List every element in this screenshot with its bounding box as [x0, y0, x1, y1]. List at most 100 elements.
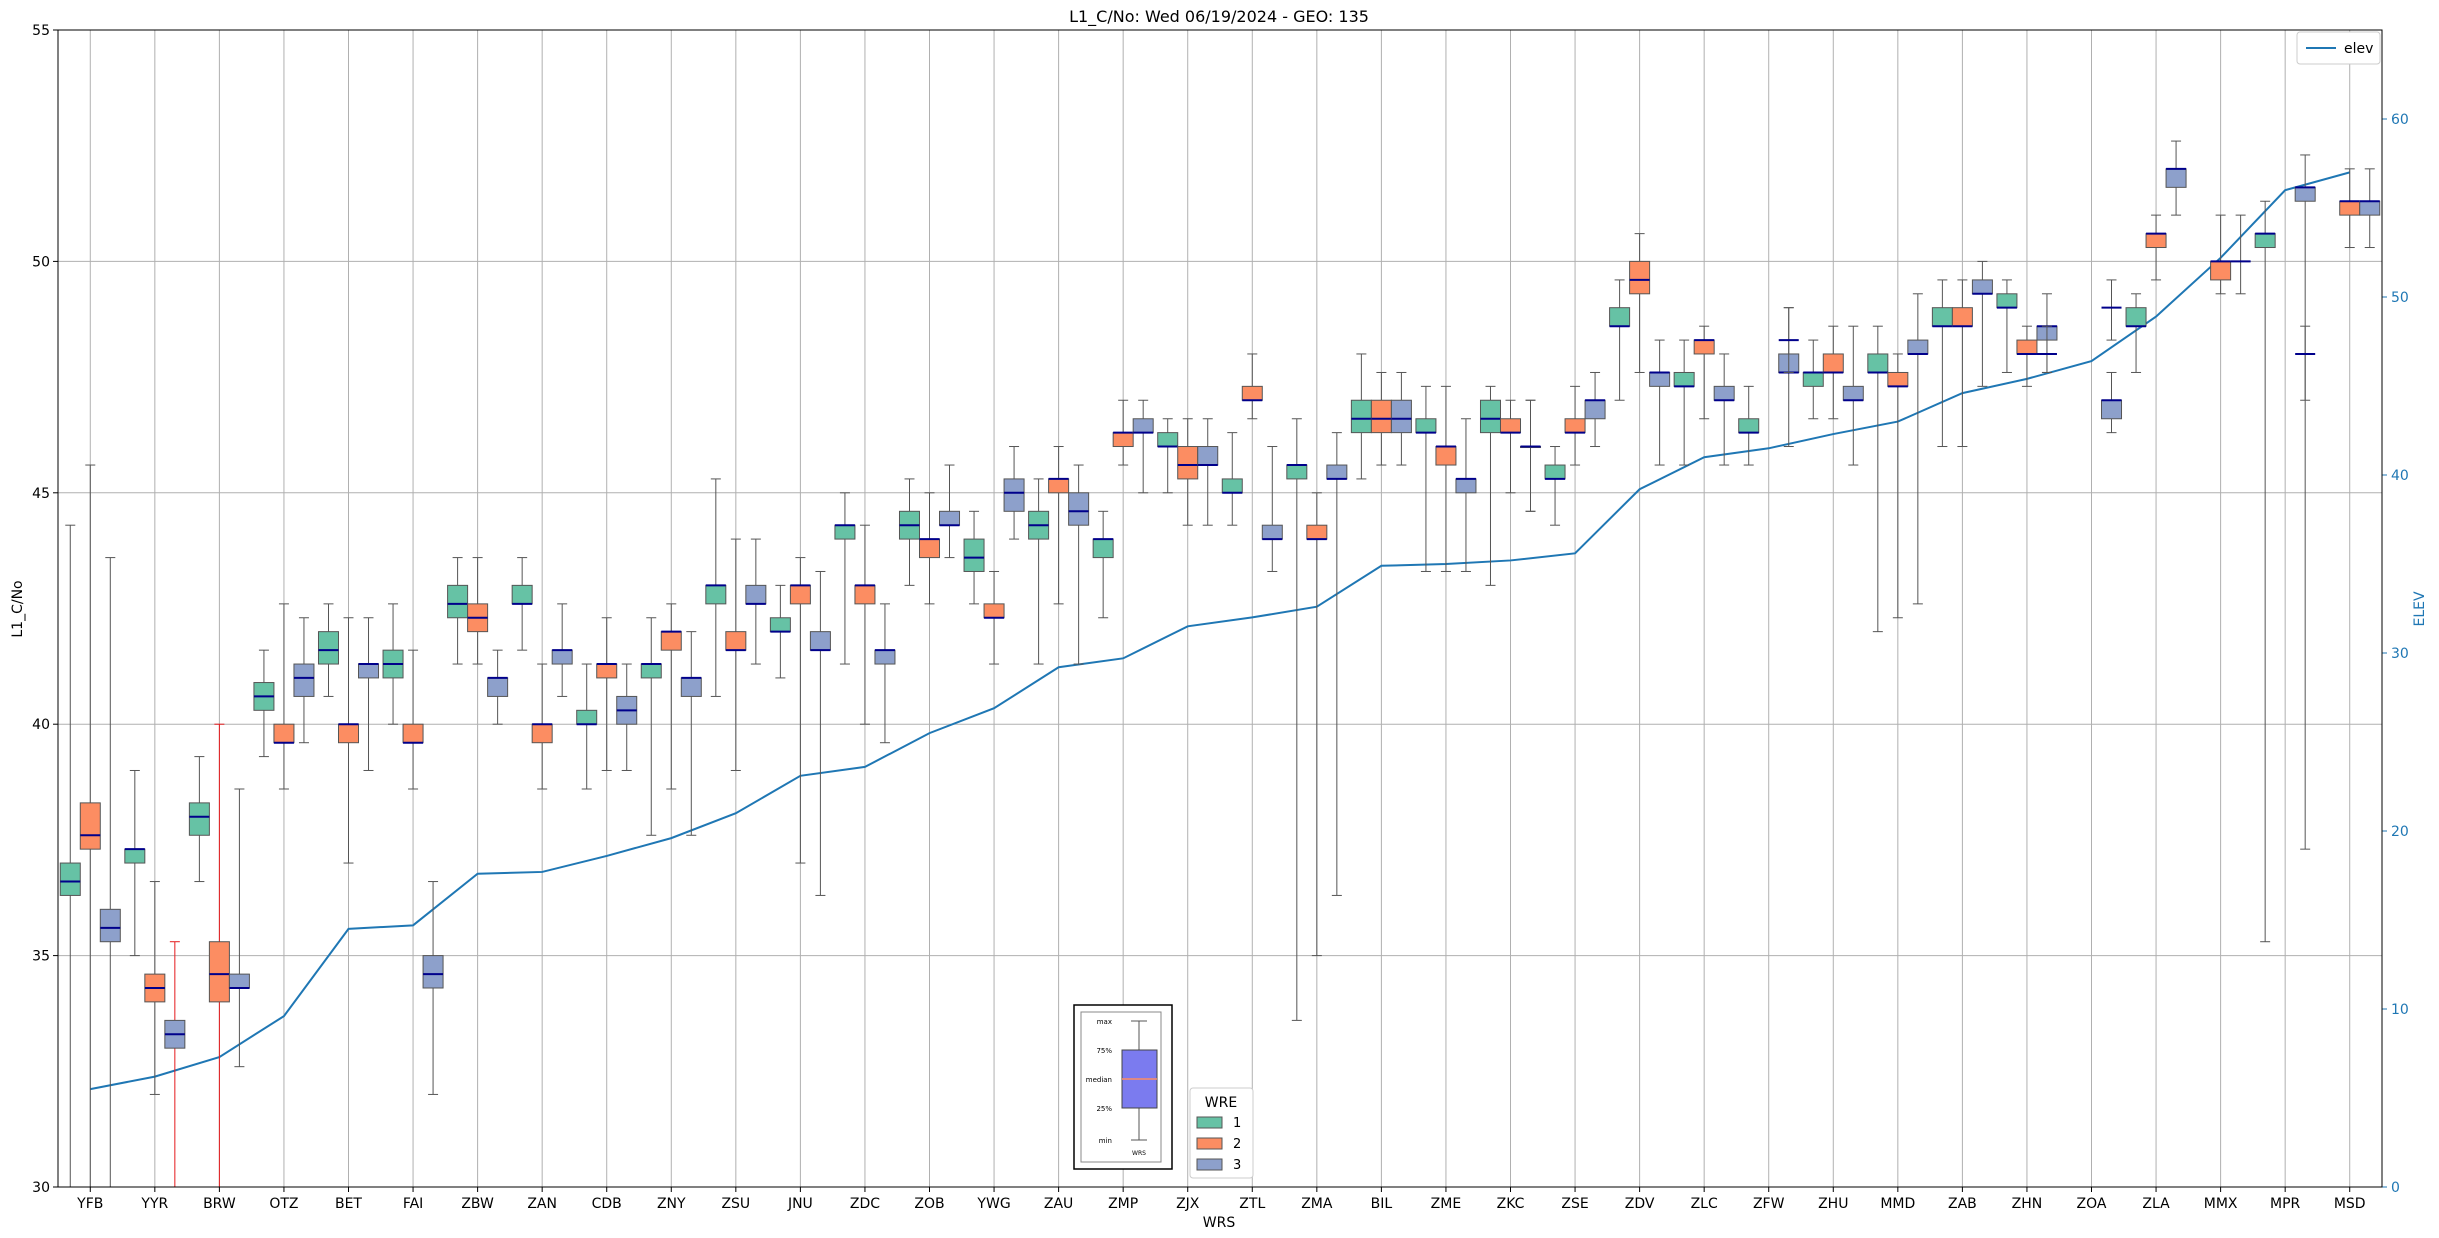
- box-body: [124, 848, 146, 864]
- x-tick-label: ZAU: [1044, 1196, 1073, 1212]
- box-wre-1-FAI: [382, 603, 404, 725]
- box-body: [188, 802, 210, 836]
- x-tick-label: MMD: [1880, 1196, 1915, 1212]
- box-wre-3-ZOA: [2101, 371, 2123, 434]
- box-wre-3-ZAU: [1068, 464, 1090, 665]
- x-tick-label: ZDV: [1625, 1196, 1655, 1212]
- x-tick-label: ZNY: [657, 1196, 686, 1212]
- box-wre-2-ZHN: [2016, 325, 2038, 387]
- box-wre-2-ZDV: [1629, 233, 1651, 373]
- box-wre-3-ZLA: [2165, 140, 2187, 216]
- x-tick-label: MPR: [2270, 1196, 2301, 1212]
- box-wre-3-MPR: [2294, 154, 2316, 850]
- box-body: [79, 802, 101, 850]
- box-wre-1-ZKC: [1479, 385, 1501, 586]
- wre-legend-swatch-2: [1196, 1137, 1223, 1150]
- box-wre-3-ZBW: [487, 649, 509, 725]
- box-body: [1609, 307, 1631, 327]
- x-tick-label: MMX: [2204, 1196, 2238, 1212]
- x-tick-label: BRW: [203, 1196, 236, 1212]
- box-body: [358, 663, 380, 679]
- box-body: [1286, 464, 1308, 480]
- box-body: [1584, 399, 1606, 420]
- box-wre-2-YFB: [79, 464, 101, 1188]
- box-wre-3-ZDC: [874, 603, 896, 744]
- box-body: [1971, 279, 1993, 295]
- box-wre-3-ZSE: [1584, 371, 1606, 448]
- box-body: [317, 631, 339, 665]
- y-axis-label: L1_C/No: [10, 580, 26, 637]
- y-tick-label: 30: [32, 1180, 50, 1196]
- box-body: [1479, 399, 1501, 434]
- chart-title: L1_C/No: Wed 06/19/2024 - GEO: 135: [1069, 7, 1369, 27]
- wre-legend-label-3: 3: [1233, 1158, 1241, 1173]
- median-only-wre-3-ZFW: [1778, 307, 1799, 373]
- box-wre-2-MSD: [2339, 168, 2361, 249]
- box-body: [531, 723, 553, 744]
- box-wre-3-ZAB: [1971, 260, 1993, 387]
- box-body: [1499, 418, 1522, 434]
- box-wre-3-MMD: [1907, 293, 1929, 605]
- box-wre-1-ZDC: [834, 492, 856, 665]
- axes: 30 35 40 45 50 55 0 10 20 30 40 50 60 YFB YYR BRW OTZ BET…: [32, 23, 2409, 1212]
- box-wre-2-BRW: [208, 723, 230, 1188]
- y2-tick-label: 0: [2391, 1180, 2400, 1196]
- box-body: [939, 510, 961, 526]
- box-body: [640, 663, 662, 679]
- box-wre-1-ZSE: [1544, 446, 1566, 526]
- box-wre-3-ZDV: [1649, 339, 1671, 466]
- box-wre-3-ZMA: [1326, 432, 1348, 896]
- box-wre-1-JNU: [769, 584, 791, 679]
- box-key: max 75% median 25% min WRS: [1073, 1004, 1173, 1170]
- box-wre-2-ZSU: [725, 538, 747, 771]
- box-body: [2339, 200, 2361, 216]
- x-tick-label: ZMA: [1301, 1196, 1333, 1212]
- wre-legend-label-1: 1: [1233, 1116, 1241, 1131]
- x-tick-label: ZSE: [1561, 1196, 1588, 1212]
- box-wre-3-ZTL: [1261, 446, 1283, 572]
- box-wre-2-ZHU: [1822, 325, 1844, 420]
- box-body: [1673, 371, 1695, 387]
- x-tick-label: BET: [335, 1196, 362, 1212]
- box-wre-2-OTZ: [273, 603, 295, 790]
- box-body: [1390, 399, 1412, 434]
- box-body: [1802, 371, 1824, 387]
- box-body: [1693, 339, 1715, 355]
- x-tick-label: MSD: [2334, 1196, 2366, 1212]
- elev-line: [90, 171, 2350, 1091]
- box-wre-1-BIL: [1350, 353, 1372, 480]
- box-key-q1: 25%: [1096, 1105, 1112, 1113]
- box-wre-1-ZSU: [705, 478, 727, 697]
- box-wre-1-MMD: [1867, 325, 1889, 633]
- box-wre-3-YYR: [164, 941, 186, 1188]
- x-tick-label: ZLC: [1691, 1196, 1718, 1212]
- x-tick-label: ZTL: [1239, 1196, 1265, 1212]
- box-body: [1415, 418, 1437, 434]
- box-wre-3-BRW: [228, 788, 250, 1068]
- box-body: [576, 709, 598, 725]
- box-body: [874, 649, 896, 665]
- box-body: [789, 584, 811, 605]
- box-wre-3-MSD: [2359, 168, 2381, 249]
- box-wre-3-ZJX: [1197, 418, 1219, 526]
- box-wre-1-ZLC: [1673, 339, 1695, 466]
- box-wre-1-ZAN: [511, 557, 533, 651]
- box-body: [983, 603, 1005, 619]
- box-body: [809, 631, 831, 651]
- x-tick-label: YFB: [76, 1196, 103, 1212]
- box-body: [1350, 399, 1372, 434]
- box-wre-3-ZLC: [1713, 353, 1735, 466]
- y-tick-label: 35: [32, 949, 50, 965]
- box-wre-3-BET: [358, 617, 380, 771]
- plot-frame: [57, 29, 2383, 1188]
- box-wre-3-ZME: [1455, 418, 1477, 572]
- x-tick-label: ZMP: [1108, 1196, 1138, 1212]
- box-body: [660, 631, 682, 651]
- box-body: [1887, 371, 1909, 387]
- box-wre-1-ZOB: [898, 478, 920, 586]
- median-only-wre-3-MPR: [2295, 325, 2316, 401]
- box-body: [1177, 446, 1199, 480]
- box-body: [680, 677, 702, 697]
- box-body: [1435, 446, 1457, 466]
- y2-tick-label: 40: [2391, 468, 2409, 484]
